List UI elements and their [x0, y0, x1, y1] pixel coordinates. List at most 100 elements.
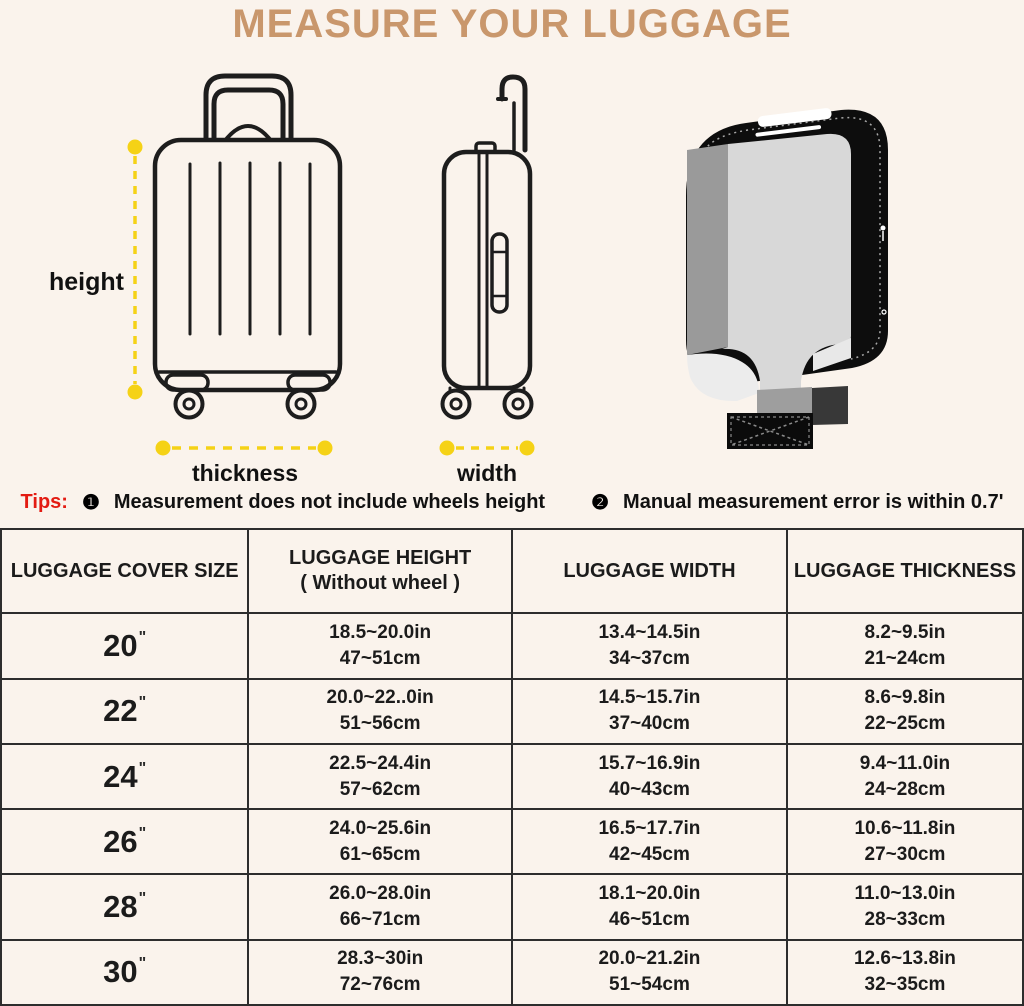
size-cell: 20" [0, 612, 250, 680]
width-cell: 15.7~16.9in 40~43cm [510, 742, 788, 811]
width-cell: 13.4~14.5in 34~37cm [510, 612, 788, 680]
height-cell: 26.0~28.0in 66~71cm [247, 873, 513, 941]
width-cell: 20.0~21.2in 51~54cm [510, 938, 788, 1006]
width-label: width [456, 460, 518, 486]
height-cm: 61~65cm [339, 843, 421, 865]
tip-1-bullet-icon: ❶ [81, 492, 100, 514]
width-in: 16.5~17.7in [598, 817, 701, 839]
thickness-cell: 10.6~11.8in 27~30cm [785, 808, 1024, 876]
thickness-cell: 12.6~13.8in 32~35cm [785, 938, 1024, 1006]
height-cm: 51~56cm [339, 713, 421, 735]
inch-mark: " [138, 759, 147, 777]
height-in: 28.3~30in [337, 948, 424, 970]
thick-in: 8.2~9.5in [864, 621, 946, 643]
size-cell: 22" [0, 677, 250, 745]
header-luggage-height-line2: ( Without wheel ) [300, 572, 461, 595]
header-luggage-height-line1: LUGGAGE HEIGHT [289, 547, 472, 570]
thick-cm: 28~33cm [864, 909, 946, 931]
front-view-luggage [152, 73, 343, 420]
thick-in: 8.6~9.8in [864, 687, 946, 709]
table-row: 26" 24.0~25.6in 61~65cm 16.5~17.7in 42~45c… [0, 808, 1024, 876]
header-cover-size: LUGGAGE COVER SIZE [0, 527, 250, 615]
luggage-cover-illustration [686, 108, 888, 449]
width-cm: 40~43cm [609, 778, 690, 800]
height-in: 22.5~24.4in [329, 752, 432, 774]
thickness-cell: 9.4~11.0in 24~28cm [785, 742, 1024, 811]
size-cell: 24" [0, 742, 250, 811]
width-cm: 51~54cm [609, 974, 690, 996]
width-cm: 34~37cm [609, 647, 690, 669]
tips-prefix: Tips: [20, 491, 68, 513]
size-value: 22 [103, 693, 138, 729]
height-cell: 18.5~20.0in 47~51cm [247, 612, 513, 680]
size-value: 30 [103, 954, 138, 990]
thick-in: 9.4~11.0in [859, 752, 951, 774]
height-in: 26.0~28.0in [329, 883, 432, 905]
width-in: 14.5~15.7in [598, 687, 701, 709]
height-cell: 20.0~22..0in 51~56cm [247, 677, 513, 745]
height-dimension-line [127, 139, 143, 400]
height-in: 18.5~20.0in [329, 621, 432, 643]
width-dimension-line [439, 440, 535, 456]
height-cell: 22.5~24.4in 57~62cm [247, 742, 513, 811]
size-value: 20 [103, 627, 138, 663]
thick-cm: 24~28cm [864, 778, 946, 800]
inch-mark: " [138, 955, 147, 973]
size-cell: 28" [0, 873, 250, 941]
thick-cm: 22~25cm [864, 713, 946, 735]
table-row: 24" 22.5~24.4in 57~62cm 15.7~16.9in 40~43c… [0, 742, 1024, 811]
size-cell: 30" [0, 938, 250, 1006]
tips-row: Tips: ❶ Measurement does not include whe… [0, 490, 1024, 515]
diagram-artwork [127, 73, 888, 456]
width-cell: 16.5~17.7in 42~45cm [510, 808, 788, 876]
width-in: 18.1~20.0in [598, 883, 701, 905]
measurement-diagram: height thickness width Luggage Cover [32, 73, 888, 586]
width-in: 13.4~14.5in [598, 621, 701, 643]
size-value: 24 [103, 758, 138, 794]
width-cm: 42~45cm [609, 843, 690, 865]
height-cm: 66~71cm [339, 909, 421, 931]
table-row: 20" 18.5~20.0in 47~51cm 13.4~14.5in 34~37c… [0, 612, 1024, 680]
tip-1-text: Measurement does not include wheels heig… [113, 491, 546, 513]
thick-in: 12.6~13.8in [853, 948, 956, 970]
table-row: 30" 28.3~30in 72~76cm 20.0~21.2in 51~54cm … [0, 938, 1024, 1006]
inch-mark: " [138, 824, 147, 842]
inch-mark: " [138, 628, 147, 646]
thickness-cell: 8.6~9.8in 22~25cm [785, 677, 1024, 745]
size-value: 26 [103, 823, 138, 859]
table-row: 28" 26.0~28.0in 66~71cm 18.1~20.0in 46~51c… [0, 873, 1024, 941]
size-cell: 26" [0, 808, 250, 876]
thickness-cell: 11.0~13.0in 28~33cm [785, 873, 1024, 941]
width-cm: 37~40cm [609, 713, 690, 735]
thick-in: 11.0~13.0in [854, 883, 956, 905]
height-in: 20.0~22..0in [326, 687, 434, 709]
thick-in: 10.6~11.8in [854, 817, 956, 839]
height-cell: 24.0~25.6in 61~65cm [247, 808, 513, 876]
width-in: 20.0~21.2in [598, 948, 701, 970]
table-header-row: LUGGAGE COVER SIZE LUGGAGE HEIGHT ( With… [0, 527, 1024, 615]
size-chart-table: LUGGAGE COVER SIZE LUGGAGE HEIGHT ( With… [0, 527, 1024, 1006]
inch-mark: " [138, 890, 147, 908]
page-title: MEASURE YOUR LUGGAGE [232, 2, 792, 46]
table-row: 22" 20.0~22..0in 51~56cm 14.5~15.7in 37~40… [0, 677, 1024, 745]
thick-cm: 32~35cm [864, 974, 946, 996]
height-cm: 72~76cm [339, 974, 421, 996]
thickness-cell: 8.2~9.5in 21~24cm [785, 612, 1024, 680]
width-in: 15.7~16.9in [598, 752, 701, 774]
height-cm: 47~51cm [339, 647, 421, 669]
thickness-dimension-line [155, 440, 333, 456]
header-luggage-thickness: LUGGAGE THICKNESS [785, 527, 1024, 615]
tip-2-bullet-icon: ❷ [591, 492, 610, 514]
thickness-label: thickness [191, 460, 299, 486]
width-cm: 46~51cm [609, 909, 690, 931]
height-label: height [49, 268, 124, 296]
thick-cm: 21~24cm [864, 647, 946, 669]
header-luggage-height: LUGGAGE HEIGHT ( Without wheel ) [247, 527, 513, 615]
size-value: 28 [103, 889, 138, 925]
side-view-luggage [440, 74, 534, 420]
width-cell: 14.5~15.7in 37~40cm [510, 677, 788, 745]
height-cell: 28.3~30in 72~76cm [247, 938, 513, 1006]
header-luggage-width: LUGGAGE WIDTH [510, 527, 788, 615]
tip-2-text: Manual measurement error is within 0.7' [623, 491, 1004, 513]
thick-cm: 27~30cm [864, 843, 946, 865]
